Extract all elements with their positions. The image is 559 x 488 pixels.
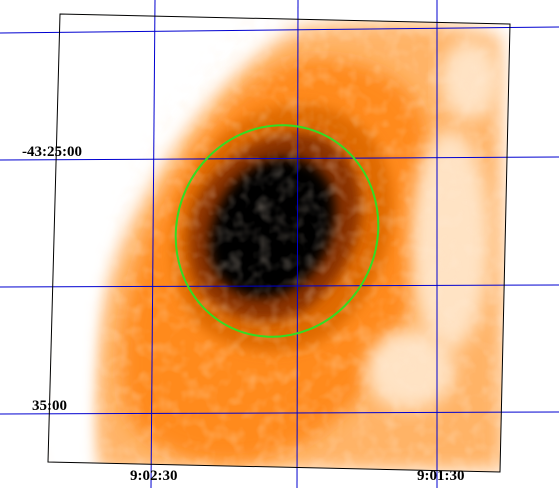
dec-gridline <box>0 284 559 288</box>
empty-sky-left <box>48 14 250 470</box>
image-frame <box>47 13 511 473</box>
dec-gridline <box>0 26 559 34</box>
region-ellipse[interactable] <box>141 92 413 370</box>
dec-gridline <box>0 411 559 415</box>
ra-gridline <box>150 0 156 488</box>
dec-gridline <box>0 156 559 161</box>
ra-label-left: 9:02:30 <box>130 468 178 484</box>
ra-label-right: 9:01:30 <box>417 468 465 484</box>
dec-label-bottom: 35:00 <box>32 398 67 414</box>
ra-gridline <box>296 0 299 488</box>
dec-label-top: -43:25:00 <box>22 144 82 160</box>
